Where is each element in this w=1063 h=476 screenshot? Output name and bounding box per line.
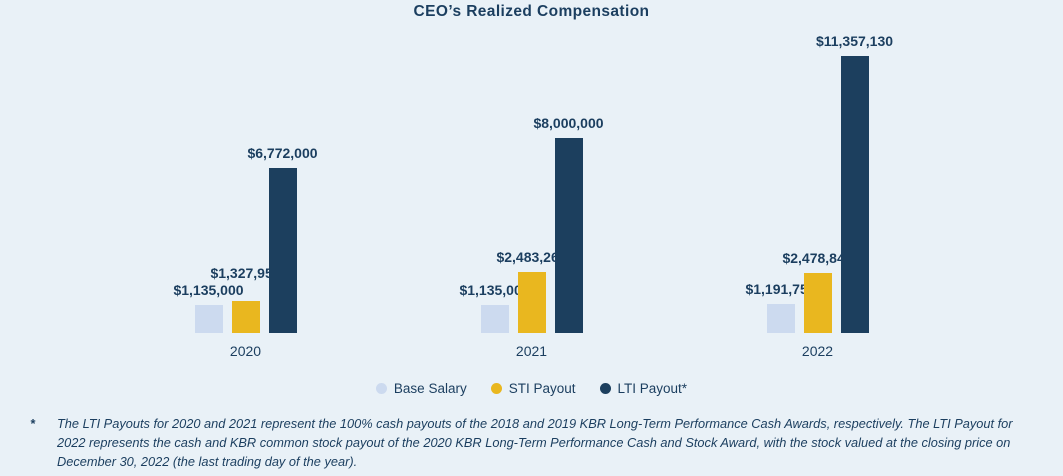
legend-label-base-salary: Base Salary — [393, 381, 467, 396]
bar-sti-payout-2020: $1,327,950 — [210, 265, 281, 333]
bar-group-2021: $1,135,000 $2,483,267 $8,000,000 2021 — [459, 115, 604, 359]
bar-value-label-sti-payout-2021: $2,483,267 — [496, 249, 567, 265]
bar-value-label-sti-payout-2020: $1,327,950 — [210, 265, 281, 281]
legend-swatch-sti-payout — [490, 383, 502, 394]
bar-sti-payout-2022: $2,478,840 — [782, 250, 853, 333]
legend-label-sti-payout: STI Payout — [508, 381, 576, 396]
bar-value-label-lti-payout-2021: $8,000,000 — [533, 115, 604, 131]
legend-label-lti-payout: LTI Payout* — [617, 381, 688, 396]
legend-item-base-salary: Base Salary — [375, 381, 467, 396]
bar-sti-payout-2021: $2,483,267 — [496, 249, 567, 333]
legend-item-lti-payout: LTI Payout* — [599, 381, 688, 396]
bar-base-salary-2022: $1,191,750 — [745, 281, 816, 333]
bar-lti-payout-2021: $8,000,000 — [533, 115, 604, 333]
legend: Base Salary STI Payout LTI Payout* — [0, 381, 1063, 396]
bar-value-label-base-salary-2020: $1,135,000 — [173, 282, 244, 298]
bar-base-salary-2020: $1,135,000 — [173, 282, 244, 333]
bar-value-label-base-salary-2022: $1,191,750 — [745, 281, 816, 297]
footnote-marker: * — [30, 416, 35, 431]
bar-lti-payout-2020: $6,772,000 — [247, 145, 318, 333]
legend-swatch-lti-payout — [599, 383, 611, 394]
category-label-2020: 2020 — [229, 343, 262, 359]
category-label-2021: 2021 — [515, 343, 548, 359]
bar-value-label-lti-payout-2020: $6,772,000 — [247, 145, 318, 161]
bar-group-2022: $1,191,750 $2,478,840 $11,357,130 2022 — [745, 33, 893, 359]
bar-value-label-sti-payout-2022: $2,478,840 — [782, 250, 853, 266]
bar-value-label-lti-payout-2022: $11,357,130 — [815, 33, 894, 49]
footnote-text: The LTI Payouts for 2020 and 2021 repres… — [56, 416, 1013, 470]
chart-title: CEO’s Realized Compensation — [413, 3, 650, 20]
category-label-2022: 2022 — [801, 343, 834, 359]
bar-group-2020: $1,135,000 $1,327,950 $6,772,000 2020 — [173, 145, 318, 359]
footnote: * The LTI Payouts for 2020 and 2021 repr… — [30, 414, 1041, 472]
bar-lti-payout-2022: $11,357,130 — [816, 33, 893, 333]
bar-base-salary-2021: $1,135,000 — [459, 282, 530, 333]
bar-chart-plot: $1,135,000 $1,327,950 $6,772,000 2020 $1,135… — [173, 33, 893, 359]
legend-swatch-base-salary — [375, 383, 387, 394]
bar-value-label-base-salary-2021: $1,135,000 — [459, 282, 530, 298]
legend-item-sti-payout: STI Payout — [490, 381, 576, 396]
